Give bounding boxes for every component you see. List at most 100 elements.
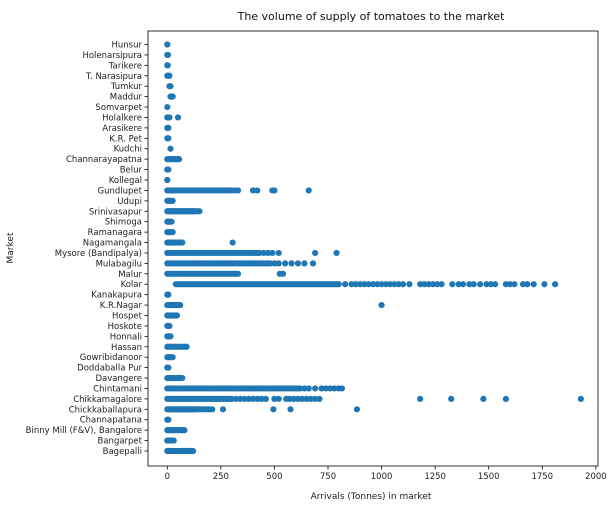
data-point <box>519 281 527 288</box>
data-point <box>352 281 359 288</box>
x-axis: 0 250 500 750 1000 1250 1500 1750 2000 <box>165 466 607 482</box>
data-point <box>577 395 584 402</box>
data-point <box>237 395 244 402</box>
y-tick-label: Kanakapura <box>91 291 142 301</box>
data-point <box>342 281 349 288</box>
data-point <box>209 406 216 413</box>
data-point <box>258 395 265 402</box>
x-tick-label: 1000 <box>371 472 393 482</box>
data-point <box>387 281 394 288</box>
data-point <box>167 83 174 90</box>
plot-area-frame <box>147 30 599 467</box>
data-point <box>164 103 171 111</box>
data-point <box>552 281 559 288</box>
chart-title: The volume of supply of tomatoes to the … <box>237 10 505 23</box>
y-tick-label: Mysore (Bandipalya) <box>55 249 142 259</box>
data-point <box>312 395 319 402</box>
data-point <box>305 187 312 194</box>
data-point <box>249 187 257 194</box>
data-point <box>177 301 184 309</box>
data-point <box>297 385 304 392</box>
y-tick-label: K.R. Pet <box>109 134 142 144</box>
data-point <box>312 385 319 392</box>
data-point <box>477 281 484 288</box>
y-tick-label: Davangere <box>95 374 142 384</box>
data-point <box>378 281 385 288</box>
data-point <box>301 385 308 392</box>
y-tick-label: Binny Mill (F&V), Bangalore <box>26 426 142 436</box>
data-point <box>448 395 455 402</box>
y-tick-label: Hassan <box>111 343 142 353</box>
data-point <box>165 291 172 298</box>
data-point <box>470 281 477 288</box>
data-point <box>338 385 346 392</box>
y-tick-label: Chickkaballapura <box>69 405 142 415</box>
y-tick-label: Kollegal <box>109 176 142 186</box>
y-tick-label: Gundlupet <box>98 186 143 196</box>
data-point <box>169 354 176 361</box>
data-point <box>166 72 173 79</box>
x-tick-label: 1250 <box>424 472 446 482</box>
data-point <box>290 395 297 402</box>
data-point <box>275 395 282 402</box>
y-tick-label: T. Narasipura <box>85 72 142 82</box>
y-tick-label: Honnali <box>110 332 142 342</box>
y-tick-label: Udupi <box>117 197 142 207</box>
y-tick-label: Mulabagilu <box>96 259 142 269</box>
y-tick-label: Kolar <box>121 280 143 290</box>
y-tick-label: Maddur <box>110 93 143 103</box>
data-point <box>165 364 172 371</box>
data-point <box>487 281 494 288</box>
data-point <box>303 395 310 402</box>
data-point <box>179 374 186 382</box>
data-point <box>480 395 487 402</box>
data-point <box>287 406 294 413</box>
data-point <box>348 281 355 288</box>
data-point <box>249 395 257 402</box>
x-axis-title: Arrivals (Tonnes) in market <box>311 492 432 502</box>
data-point <box>175 156 183 163</box>
data-point <box>254 395 261 402</box>
data-point <box>181 427 188 434</box>
data-point <box>502 395 509 402</box>
data-point <box>301 260 308 267</box>
data-point <box>269 249 276 257</box>
data-point <box>492 281 499 288</box>
data-point <box>286 395 293 402</box>
data-point <box>318 385 325 392</box>
y-tick-label: Channarayapatna <box>66 155 142 165</box>
y-tick-label: Hospet <box>112 312 143 322</box>
y-tick-label: Chintamani <box>93 384 142 394</box>
data-point <box>260 249 267 257</box>
data-point <box>165 124 172 131</box>
y-axis-title: Market <box>6 232 16 263</box>
data-point <box>502 281 509 288</box>
data-point <box>391 281 398 288</box>
data-point <box>228 395 235 402</box>
data-point <box>183 343 190 350</box>
data-point <box>455 281 462 288</box>
y-tick-label: Doddaballa Pur <box>77 364 142 374</box>
data-point <box>429 281 437 288</box>
data-point <box>353 406 361 413</box>
data-point <box>327 385 334 392</box>
data-point <box>169 197 176 204</box>
y-tick-label: Holenarsipura <box>82 51 142 61</box>
x-tick-label: 750 <box>320 472 336 482</box>
data-point <box>164 176 171 184</box>
data-points <box>164 41 584 455</box>
data-point <box>196 208 203 215</box>
y-tick-label: Channapatana <box>80 416 142 426</box>
data-point <box>254 187 261 194</box>
data-point <box>541 281 548 288</box>
y-tick-label: Hoskote <box>108 322 142 332</box>
data-point <box>299 395 306 402</box>
x-tick-label: 500 <box>266 472 282 482</box>
data-point <box>361 281 368 288</box>
data-point <box>288 260 295 267</box>
data-point <box>294 260 302 267</box>
data-point <box>357 281 364 288</box>
data-point <box>166 114 173 121</box>
data-point <box>417 281 424 288</box>
